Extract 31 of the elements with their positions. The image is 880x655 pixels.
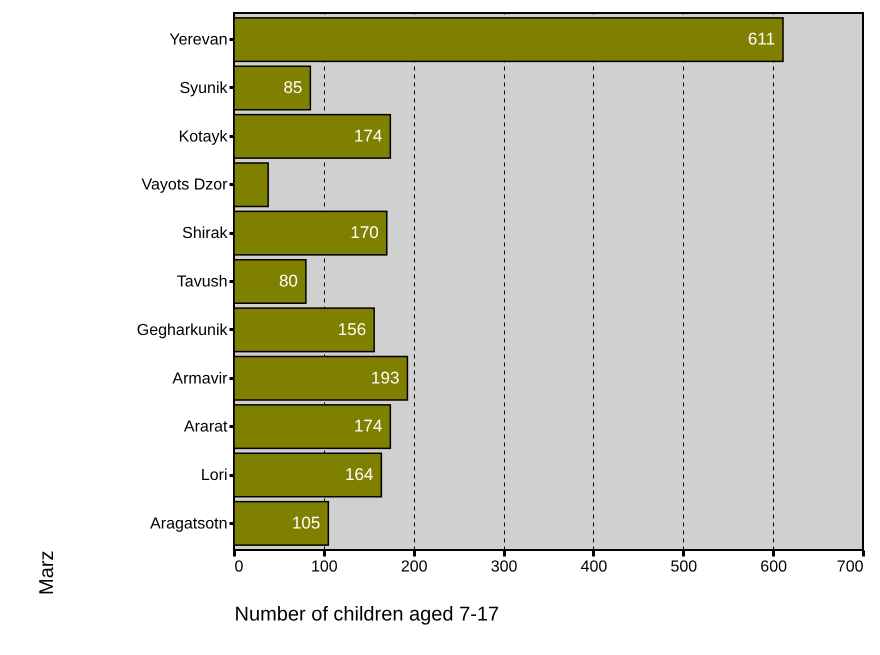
data-label: 156 — [338, 320, 366, 339]
data-label: 174 — [354, 126, 382, 146]
data-label: 611 — [748, 30, 776, 49]
data-label: 170 — [350, 223, 379, 242]
data-label: 80 — [278, 272, 298, 290]
y-tick-label: Aragatsotn — [150, 515, 228, 532]
data-label: 164 — [344, 465, 374, 484]
x-tick-label: 200 — [400, 558, 428, 576]
x-tick-label: 500 — [670, 558, 698, 576]
data-label: 174 — [354, 416, 382, 436]
x-tick-label: 700 — [836, 558, 864, 576]
y-axis-title: Marz — [36, 550, 58, 595]
x-tick-label: 300 — [490, 558, 518, 576]
x-tick-label: 0 — [234, 558, 244, 576]
y-tick-label: Armavir — [172, 370, 228, 388]
data-label: 85 — [283, 78, 302, 97]
y-tick-label: Yerevan — [169, 32, 228, 49]
y-tick-label: Shirak — [182, 225, 228, 242]
y-tick-label: Vayots Dzor — [142, 176, 228, 194]
x-tick-label: 100 — [311, 558, 338, 576]
x-tick-label: 400 — [580, 558, 608, 576]
data-label: 193 — [371, 368, 400, 388]
y-tick-label: Ararat — [184, 418, 228, 436]
y-tick-label: Tavush — [176, 274, 228, 290]
y-tick-label: Kotayk — [178, 128, 228, 146]
y-tick-label: Gegharkunik — [136, 322, 228, 339]
x-axis-title: Number of children aged 7-17 — [234, 604, 500, 626]
data-label: 105 — [292, 513, 320, 532]
x-tick-label: 600 — [760, 558, 788, 576]
y-tick-label: Syunik — [179, 80, 228, 97]
y-tick-label: Lori — [200, 467, 228, 484]
